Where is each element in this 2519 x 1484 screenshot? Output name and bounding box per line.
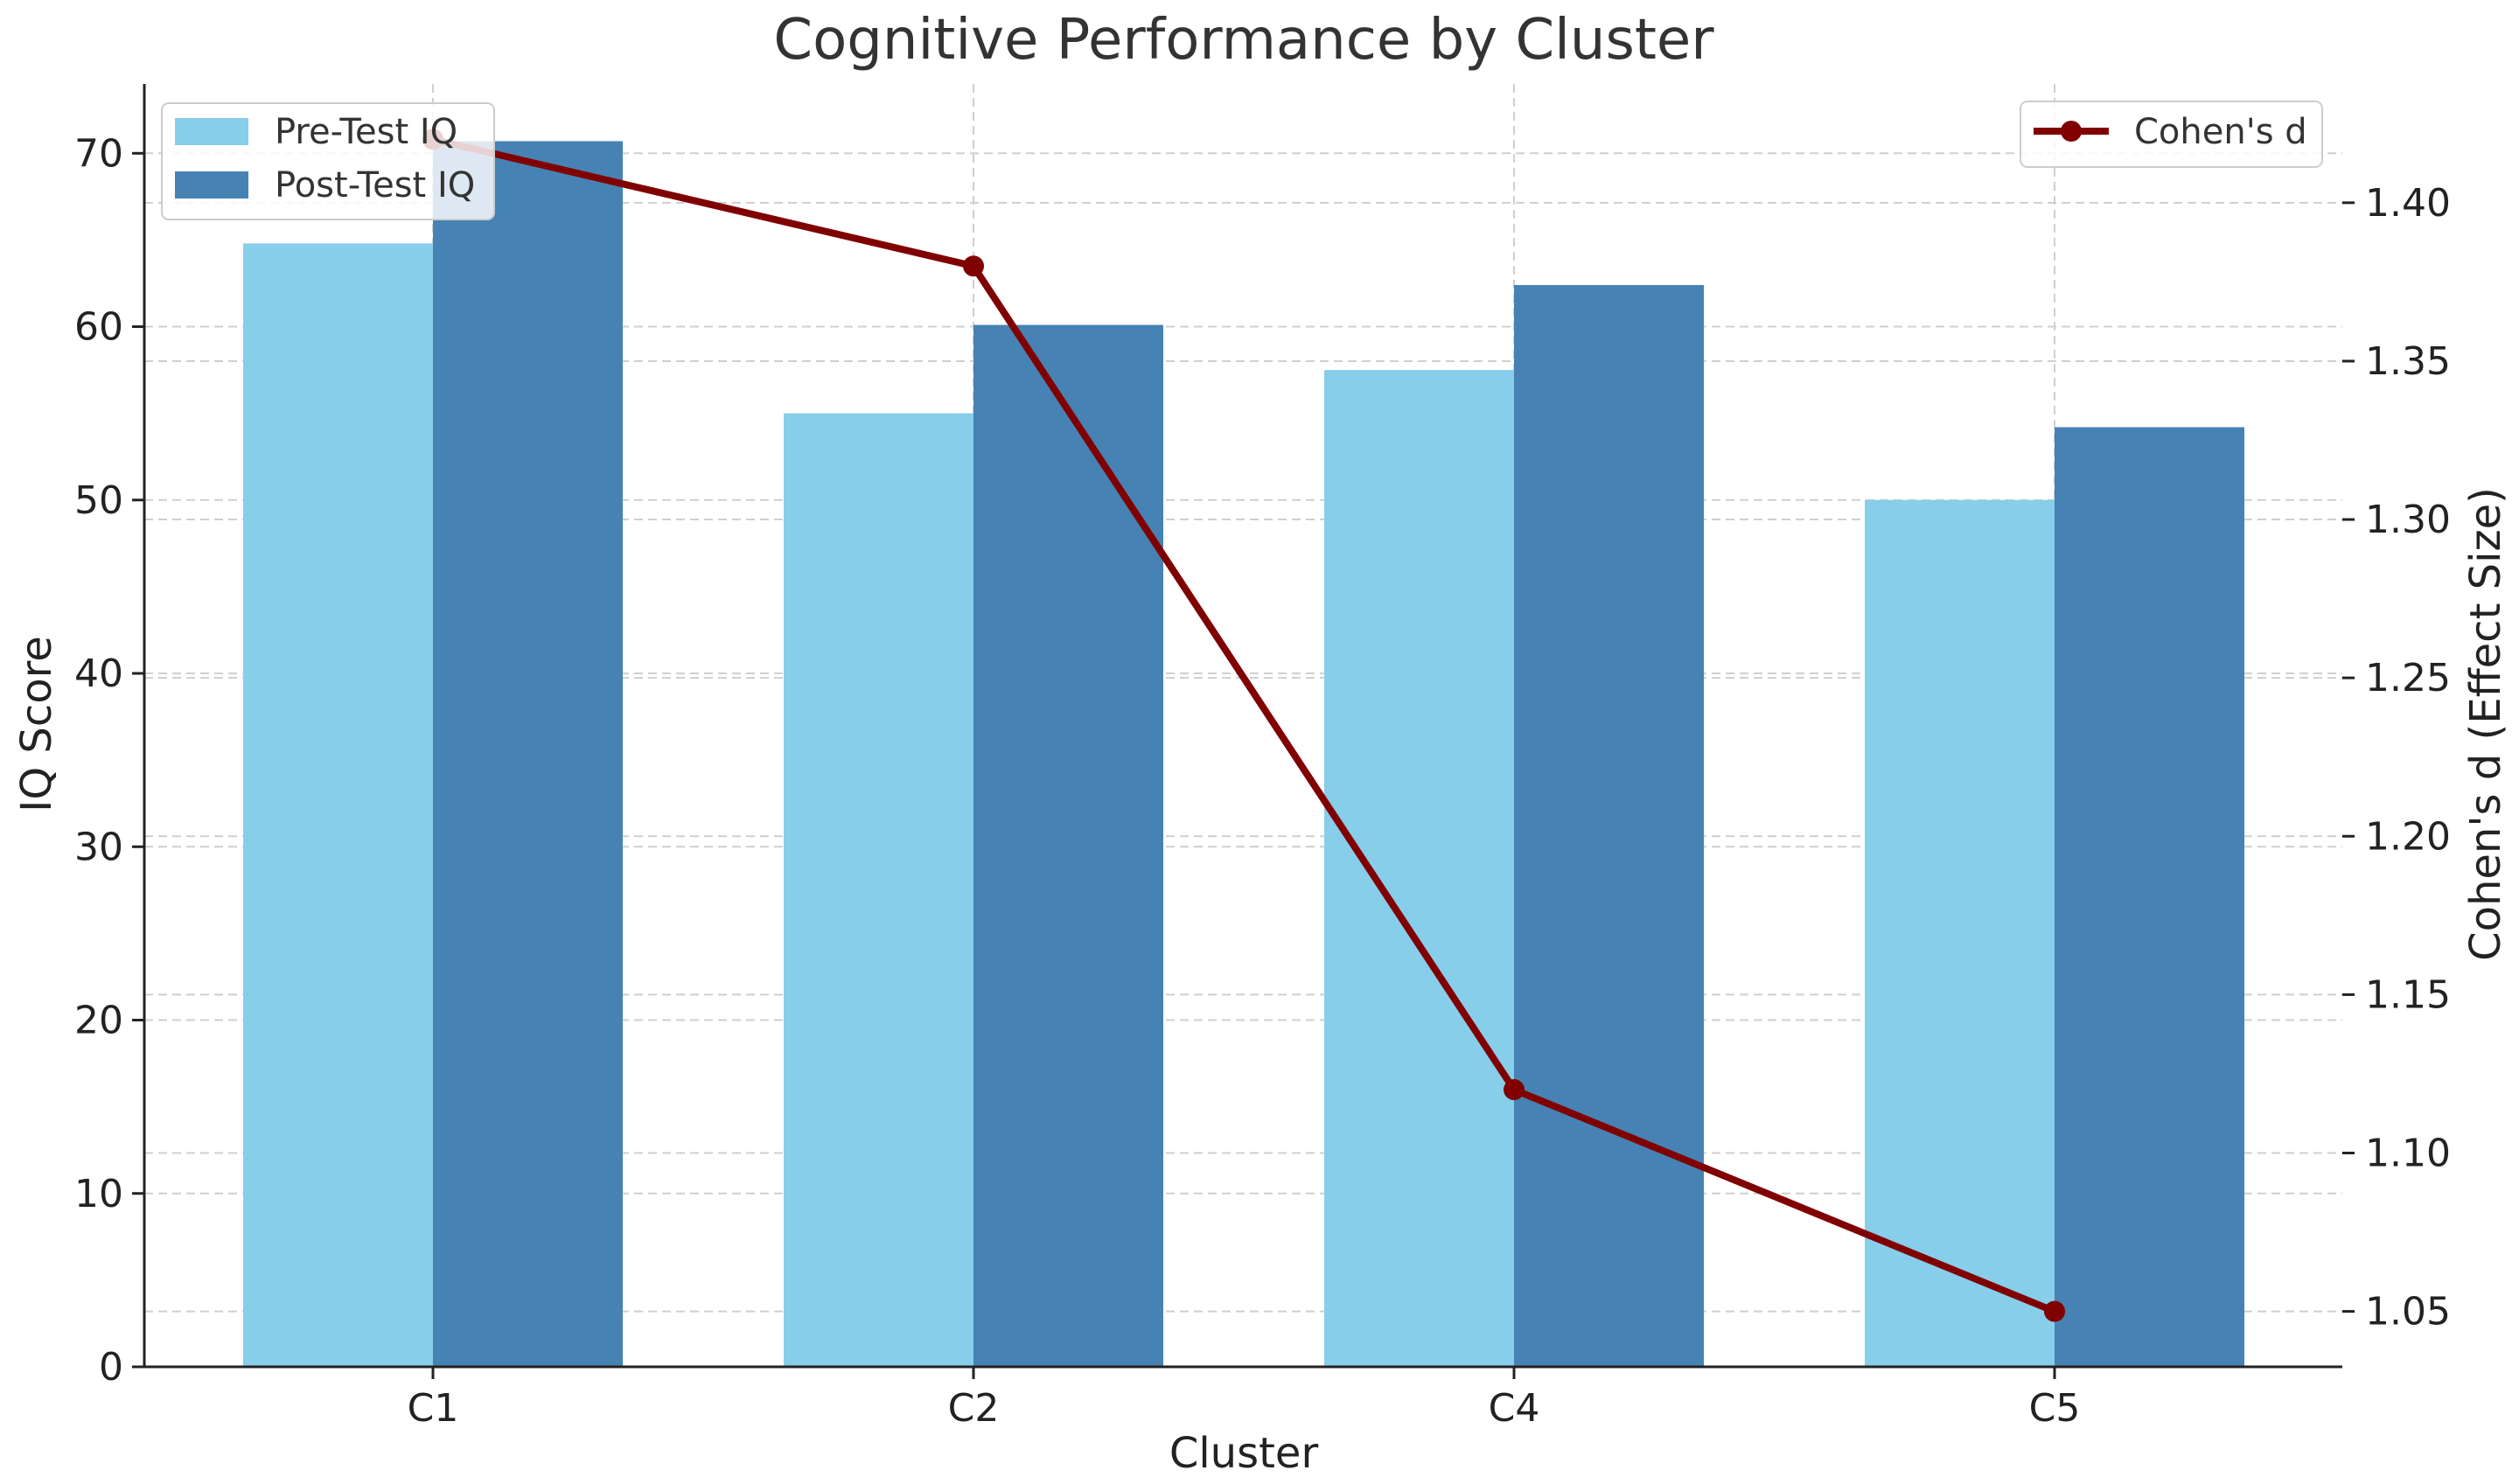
x-axis-title: Cluster: [1169, 1429, 1319, 1478]
y-tick-label-7: 70: [74, 131, 123, 176]
y2-tick-label-5: 1.30: [2365, 498, 2451, 542]
y2-tick-label-2: 1.15: [2365, 972, 2451, 1017]
y2-tick-label-6: 1.35: [2365, 339, 2451, 384]
y2-tick-label-0: 1.05: [2365, 1290, 2451, 1334]
legend-right-frame: [2020, 101, 2323, 168]
y2-tick-label-3: 1.20: [2365, 814, 2451, 859]
y-tick-label-3: 30: [74, 825, 123, 869]
x-tick-label-C4: C4: [1489, 1386, 1540, 1431]
cohens-d-point-C2: [963, 255, 984, 277]
bar-pre-test-C5: [1865, 499, 2055, 1367]
axes: [132, 84, 2355, 1379]
y-tick-label-2: 20: [74, 999, 123, 1043]
y-tick-label-5: 50: [74, 478, 123, 523]
y2-tick-label-7: 1.40: [2365, 181, 2451, 226]
y-tick-label-0: 0: [99, 1345, 123, 1390]
y-tick-label-4: 40: [74, 651, 123, 696]
cohens-d-point-C4: [1504, 1079, 1525, 1101]
y-tick-label-1: 10: [74, 1172, 123, 1216]
tick-labels: 0 10 20 30 40 50 60 70 1.05 1.10 1.15 1.20 1.25 1.30 1…: [74, 131, 2451, 1431]
bar-post-test-C4: [1514, 284, 1704, 1367]
legend-swatch-post-test: [175, 171, 248, 199]
bar-pre-test-C1: [243, 243, 433, 1367]
bars: [243, 141, 2244, 1368]
bar-post-test-C5: [2055, 427, 2244, 1367]
legend-right: Cohen's d: [2020, 101, 2323, 168]
legend-label-cohens-d: Cohen's d: [2134, 112, 2307, 152]
x-tick-label-C1: C1: [408, 1386, 459, 1431]
cohens-d-point-C5: [2044, 1300, 2065, 1322]
bar-post-test-C2: [973, 324, 1163, 1367]
bar-pre-test-C4: [1324, 370, 1514, 1368]
bar-post-test-C1: [433, 141, 623, 1367]
legend-label-pre-test: Pre-Test IQ: [275, 112, 457, 152]
legend-label-post-test: Post-Test IQ: [275, 165, 475, 206]
bar-pre-test-C2: [784, 413, 973, 1368]
cohens-d-polyline: [432, 136, 2056, 1315]
y2-tick-label-4: 1.25: [2365, 656, 2451, 700]
y2-axis-title: Cohen's d (Effect Size): [2461, 487, 2510, 961]
y-axis-title: IQ Score: [12, 636, 61, 812]
legend-swatch-pre-test: [175, 118, 248, 145]
chart-title: Cognitive Performance by Cluster: [773, 8, 1714, 73]
y2-tick-label-1: 1.10: [2365, 1132, 2451, 1176]
y-tick-label-6: 60: [74, 305, 123, 350]
x-tick-label-C2: C2: [948, 1386, 1000, 1431]
legend-swatch-cohens-d-marker: [2061, 121, 2082, 142]
x-tick-label-C5: C5: [2029, 1386, 2081, 1431]
cohens-d-line: [422, 129, 2065, 1322]
legend-left: Pre-Test IQ Post-Test IQ: [161, 102, 495, 220]
